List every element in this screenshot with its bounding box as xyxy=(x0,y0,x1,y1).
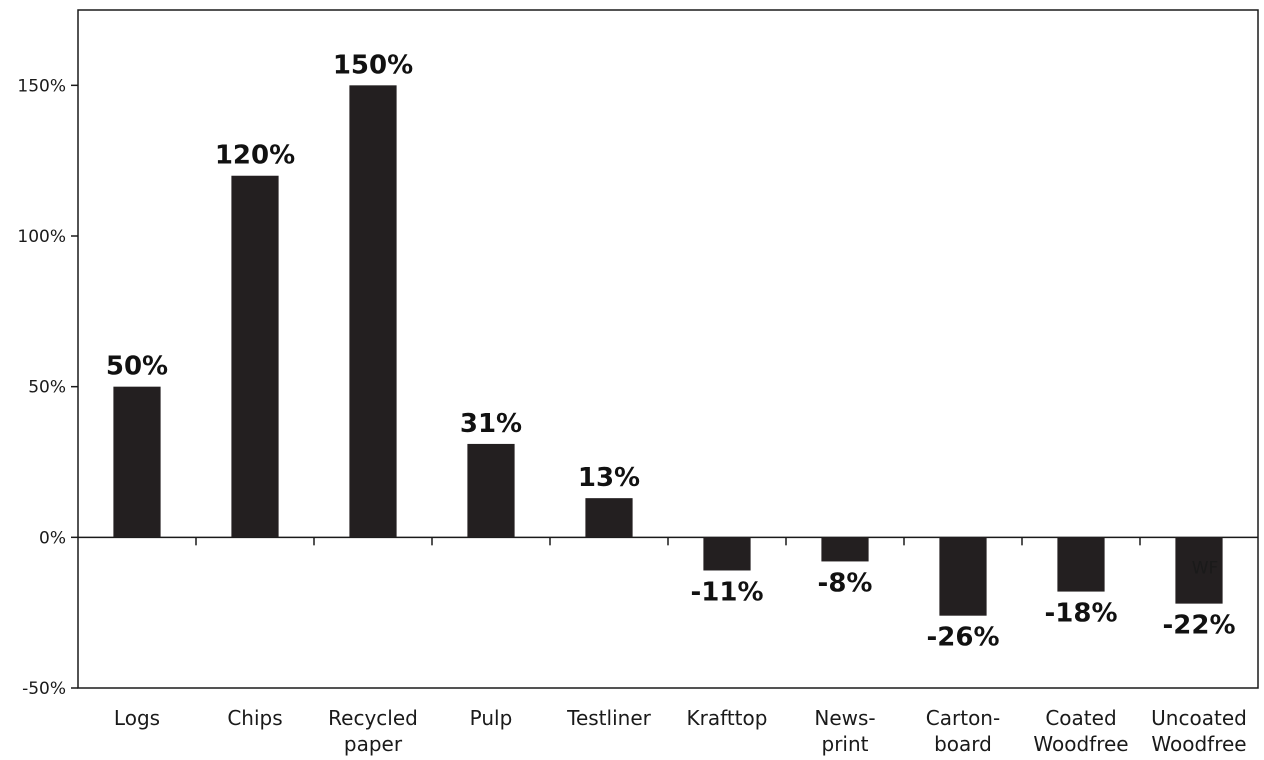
data-labels: 50% 120% 150% 31% 13% -11% -8% -26% -18% -22% xyxy=(106,50,1236,652)
data-label: 150% xyxy=(333,50,413,80)
category-label: board xyxy=(934,732,992,756)
bar xyxy=(113,386,161,538)
bar xyxy=(585,498,633,538)
bars xyxy=(113,85,1223,616)
data-label: -18% xyxy=(1044,599,1117,629)
category-label: Recycled xyxy=(328,706,418,730)
category-label: Uncoated xyxy=(1151,706,1247,730)
data-label: -26% xyxy=(926,623,999,653)
data-label: 13% xyxy=(578,463,640,493)
y-tick-label: -50% xyxy=(22,679,66,699)
category-label: Coated xyxy=(1045,706,1116,730)
category-label: Carton- xyxy=(926,706,1000,730)
bar xyxy=(467,443,515,538)
category-label: Pulp xyxy=(470,706,513,730)
bar xyxy=(231,175,279,538)
y-tick-label: 0% xyxy=(39,528,66,548)
data-label: -22% xyxy=(1162,611,1235,641)
bar xyxy=(1057,537,1105,592)
bar xyxy=(1175,537,1223,604)
plot-frame xyxy=(77,9,1259,689)
category-label: Testliner xyxy=(566,706,651,730)
data-label: 31% xyxy=(460,409,522,439)
bar xyxy=(821,537,869,562)
category-label: Chips xyxy=(227,706,282,730)
data-label: 50% xyxy=(106,352,168,382)
data-label: 120% xyxy=(215,141,295,171)
annotation-text: WF xyxy=(1192,558,1219,578)
y-tick-label: 50% xyxy=(28,378,66,398)
category-label: Krafttop xyxy=(687,706,768,730)
category-label: paper xyxy=(344,732,403,756)
y-axis: -50% 0% 50% 100% 150% xyxy=(17,76,78,699)
category-label: Logs xyxy=(114,706,160,730)
bar xyxy=(349,85,397,538)
y-tick-label: 150% xyxy=(17,76,66,96)
data-label: -8% xyxy=(818,568,873,598)
bar xyxy=(939,537,987,616)
y-tick-label: 100% xyxy=(17,227,66,247)
data-label: -11% xyxy=(690,577,763,607)
category-label: Woodfree xyxy=(1033,732,1128,756)
bar xyxy=(703,537,751,571)
category-label: Woodfree xyxy=(1151,732,1246,756)
category-label: print xyxy=(822,732,869,756)
category-label: News- xyxy=(814,706,875,730)
